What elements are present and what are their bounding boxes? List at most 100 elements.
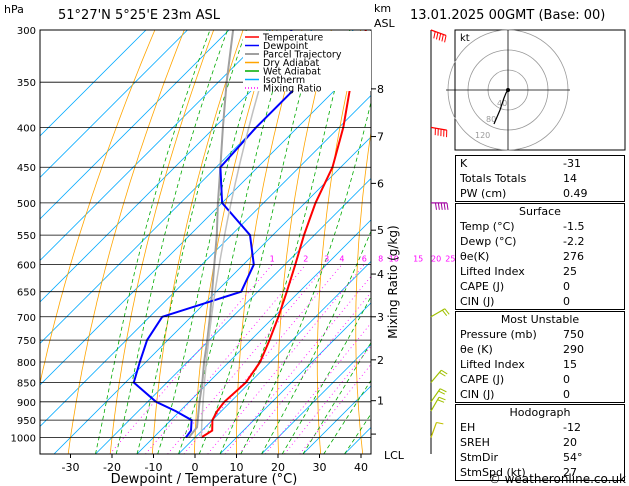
dry-adiabat-line <box>151 30 244 454</box>
index-row: Dewp (°C) -2.2 <box>456 234 624 249</box>
index-value: 20 <box>563 436 577 449</box>
pressure-tick-label: 900 <box>17 398 36 409</box>
index-label: Dewp (°C) <box>460 235 517 248</box>
index-label: θe (K) <box>460 343 493 356</box>
index-label: CIN (J) <box>460 295 495 308</box>
wet-adiabat-line <box>281 295 371 454</box>
x-tick-label: 0 <box>192 461 199 474</box>
index-row: θe(K) 276 <box>456 249 624 264</box>
index-label: PW (cm) <box>460 187 507 200</box>
index-row: θe (K) 290 <box>456 342 624 357</box>
location-header: 51°27'N 5°25'E 23m ASL <box>58 8 221 23</box>
mixing-ratio-line <box>264 322 371 454</box>
wind-barb-flag <box>438 390 445 395</box>
index-value: 0 <box>563 295 570 308</box>
wet-adiabat-line <box>198 30 319 454</box>
height-tick-label: 1 <box>377 395 384 408</box>
hodograph-trace <box>493 89 509 125</box>
mixing-ratio-line <box>284 345 371 454</box>
wet-adiabat-line <box>240 100 371 454</box>
isotherm-line <box>40 94 371 428</box>
index-label: Temp (°C) <box>460 220 515 233</box>
isotherm-line <box>178 260 371 454</box>
pressure-tick-label: 800 <box>17 358 36 369</box>
isotherm-line <box>40 30 147 137</box>
isotherm-line <box>40 30 313 303</box>
wet-adiabat-line <box>219 30 351 454</box>
legend-entry: Temperature <box>262 33 323 44</box>
asl-unit-label: ASL <box>374 17 396 30</box>
index-value: 27 <box>563 466 577 479</box>
wind-barb-flag <box>439 372 446 377</box>
wind-barb-flag <box>433 31 436 39</box>
index-row: EH -12 <box>456 420 624 435</box>
wet-adiabat-line <box>302 341 371 454</box>
index-value: 15 <box>563 358 577 371</box>
wind-barb-flag <box>435 32 439 40</box>
index-value: 0.49 <box>563 187 588 200</box>
isotherm-line <box>40 53 371 386</box>
dry-adiabat-line <box>67 30 185 454</box>
index-row: Temp (°C) -1.5 <box>456 219 624 234</box>
index-row: StmDir 54° <box>456 450 624 465</box>
wind-barb-flag <box>440 202 443 210</box>
hodograph-unit-label: kt <box>460 33 470 44</box>
mixing-ratio-label: 20 <box>431 255 441 264</box>
surface-box: Surface Temp (°C) -1.5 Dewp (°C) -2.2 θe(K) 27… <box>455 203 625 310</box>
most-unstable-title: Most Unstable <box>500 313 580 326</box>
legend-entry: Wet Adiabat <box>263 67 321 78</box>
index-value: -12 <box>563 421 581 434</box>
x-tick-label: 10 <box>230 461 244 474</box>
index-value: -31 <box>563 157 581 170</box>
mixing-ratio-line <box>145 264 307 454</box>
legend-entry: Dry Adiabat <box>263 58 320 69</box>
isotherm-line <box>95 177 371 454</box>
wind-barb-flag <box>446 202 449 210</box>
index-row: Lifted Index 25 <box>456 264 624 279</box>
dry-adiabat-line <box>109 30 215 454</box>
wind-barb-flag <box>444 35 447 43</box>
legend-entry: Isotherm <box>263 75 305 86</box>
mixing-ratio-line <box>224 275 371 454</box>
pressure-tick-label: 1000 <box>11 433 36 444</box>
pressure-tick-label: 600 <box>17 261 36 272</box>
index-label: EH <box>460 421 476 434</box>
dry-adiabat-line <box>40 30 156 385</box>
dry-adiabat-line <box>625 30 629 454</box>
wind-barb-flag <box>437 202 440 210</box>
x-tick-label: -30 <box>62 461 80 474</box>
index-row: Pressure (mb) 750 <box>456 327 624 342</box>
wet-adiabat-line <box>261 230 371 454</box>
index-label: CAPE (J) <box>460 373 505 386</box>
indices-panel: K -31 Totals Totals 14 PW (cm) 0.49 Surface Tem… <box>455 155 625 482</box>
copyright-footer: © weatheronline.co.uk <box>489 472 626 486</box>
pressure-tick-label: 950 <box>17 416 36 427</box>
index-label: StmDir <box>460 451 499 464</box>
index-value: 14 <box>563 172 577 185</box>
index-label: Lifted Index <box>460 265 525 278</box>
hodograph-ring-label: 80 <box>486 115 496 124</box>
mixing-ratio-line <box>183 264 343 454</box>
wind-barb-flag <box>441 369 448 375</box>
mixing-ratio-line <box>299 363 371 454</box>
mixing-ratio-label: 3 <box>324 255 329 264</box>
wet-adiabat-line <box>323 379 371 454</box>
isotherm-line <box>40 30 188 179</box>
index-row: CAPE (J) 0 <box>456 279 624 294</box>
pressure-unit-label: hPa <box>4 3 24 16</box>
dry-adiabat-line <box>194 30 273 454</box>
height-tick-label: 5 <box>377 224 384 237</box>
wind-barb-flag <box>438 396 446 401</box>
pressure-tick-label: 450 <box>17 163 36 174</box>
x-tick-label: -20 <box>103 461 121 474</box>
isotherm-line <box>40 30 271 262</box>
legend-background <box>243 31 371 91</box>
wind-barb-flag <box>441 34 444 42</box>
wet-adiabat-line <box>178 30 292 454</box>
index-label: CIN (J) <box>460 388 495 401</box>
isotherm-line <box>219 302 371 454</box>
index-value: -2.2 <box>563 235 585 248</box>
mixing-ratio-line <box>109 264 273 454</box>
isotherm-line <box>40 30 230 220</box>
